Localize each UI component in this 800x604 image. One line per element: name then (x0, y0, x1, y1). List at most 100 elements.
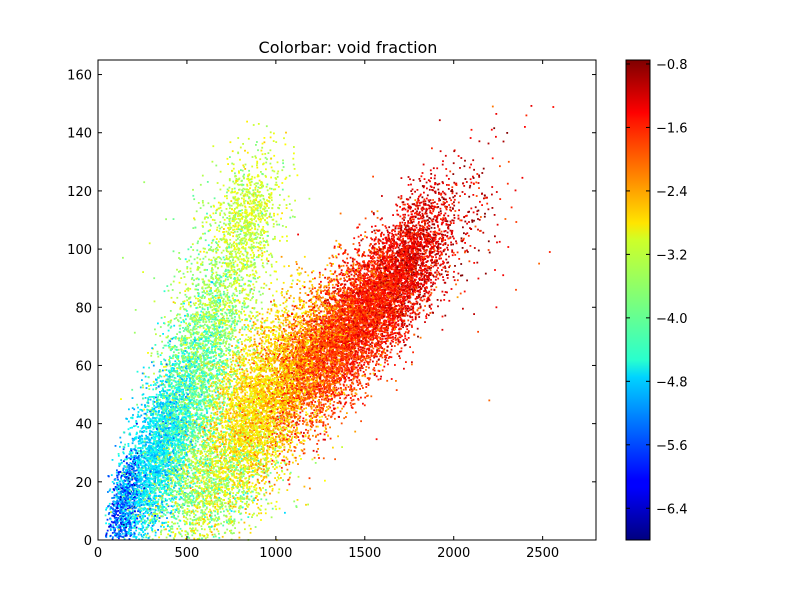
scatter-point (202, 233, 204, 235)
scatter-point (226, 217, 228, 219)
scatter-point (340, 403, 342, 405)
scatter-point (251, 380, 253, 382)
scatter-point (180, 496, 182, 498)
scatter-point (185, 327, 187, 329)
scatter-point (359, 224, 361, 226)
scatter-point (449, 171, 451, 173)
scatter-point (384, 359, 386, 361)
scatter-point (170, 310, 172, 312)
scatter-point (282, 162, 284, 164)
scatter-point (372, 255, 374, 257)
scatter-point (223, 228, 225, 230)
scatter-point (173, 250, 175, 252)
scatter-point (241, 341, 243, 343)
scatter-point (298, 476, 300, 478)
scatter-point (297, 269, 299, 271)
scatter-point (407, 210, 409, 212)
scatter-point (444, 266, 446, 268)
scatter-point (123, 448, 125, 450)
scatter-point (446, 201, 448, 203)
scatter-point (266, 125, 268, 127)
scatter-point (252, 293, 254, 295)
scatter-point (275, 451, 277, 453)
scatter-point (327, 264, 329, 266)
scatter-point (208, 388, 210, 390)
scatter-point (163, 376, 165, 378)
scatter-point (114, 495, 116, 497)
scatter-point (352, 258, 354, 260)
scatter-point (248, 359, 250, 361)
scatter-point (473, 212, 475, 214)
scatter-point (112, 532, 114, 534)
scatter-point (334, 384, 336, 386)
scatter-point (441, 269, 443, 271)
scatter-point (233, 506, 235, 508)
scatter-point (248, 477, 250, 479)
scatter-point (281, 294, 283, 296)
scatter-point (437, 253, 439, 255)
scatter-point (313, 414, 315, 416)
scatter-point (105, 509, 107, 511)
scatter-point (187, 271, 189, 273)
scatter-point (205, 453, 207, 455)
scatter-point (155, 397, 157, 399)
scatter-point (170, 365, 172, 367)
scatter-point (325, 428, 327, 430)
scatter-point (192, 313, 194, 315)
scatter-point (244, 392, 246, 394)
scatter-point (197, 511, 199, 513)
scatter-point (203, 251, 205, 253)
scatter-point (156, 394, 158, 396)
scatter-point (262, 487, 264, 489)
scatter-point (248, 504, 250, 506)
scatter-point (365, 383, 367, 385)
scatter-point (164, 290, 166, 292)
scatter-point (215, 465, 217, 467)
scatter-point (265, 489, 267, 491)
scatter-point (300, 324, 302, 326)
scatter-point (316, 443, 318, 445)
scatter-point (438, 212, 440, 214)
scatter-point (360, 234, 362, 236)
scatter-point (195, 302, 197, 304)
scatter-point (444, 239, 446, 241)
scatter-point (199, 538, 201, 540)
scatter-point (428, 314, 430, 316)
scatter-point (231, 380, 233, 382)
scatter-point (267, 474, 269, 476)
scatter-point (327, 435, 329, 437)
scatter-point (173, 281, 175, 283)
scatter-point (231, 421, 233, 423)
scatter-point (334, 287, 336, 289)
scatter-point (178, 504, 180, 506)
scatter-point (161, 317, 163, 319)
scatter-point (137, 414, 139, 416)
scatter-point (345, 416, 347, 418)
scatter-point (190, 268, 192, 270)
scatter-point (206, 408, 208, 410)
scatter-point (383, 234, 385, 236)
scatter-point (206, 478, 208, 480)
scatter-point (271, 264, 273, 266)
scatter-point (270, 149, 272, 151)
scatter-point (132, 414, 134, 416)
scatter-point (211, 390, 213, 392)
scatter-point (391, 378, 393, 380)
scatter-point (132, 510, 134, 512)
scatter-point (176, 482, 178, 484)
scatter-point (232, 335, 234, 337)
scatter-point (423, 290, 425, 292)
scatter-point (258, 327, 260, 329)
scatter-point (276, 291, 278, 293)
scatter-point (397, 228, 399, 230)
scatter-point (413, 179, 415, 181)
scatter-point (410, 313, 412, 315)
scatter-points (105, 105, 555, 541)
scatter-point (195, 443, 197, 445)
scatter-point (364, 323, 366, 325)
scatter-point (237, 215, 239, 217)
scatter-point (394, 364, 396, 366)
scatter-point (225, 301, 227, 303)
scatter-point (385, 227, 387, 229)
